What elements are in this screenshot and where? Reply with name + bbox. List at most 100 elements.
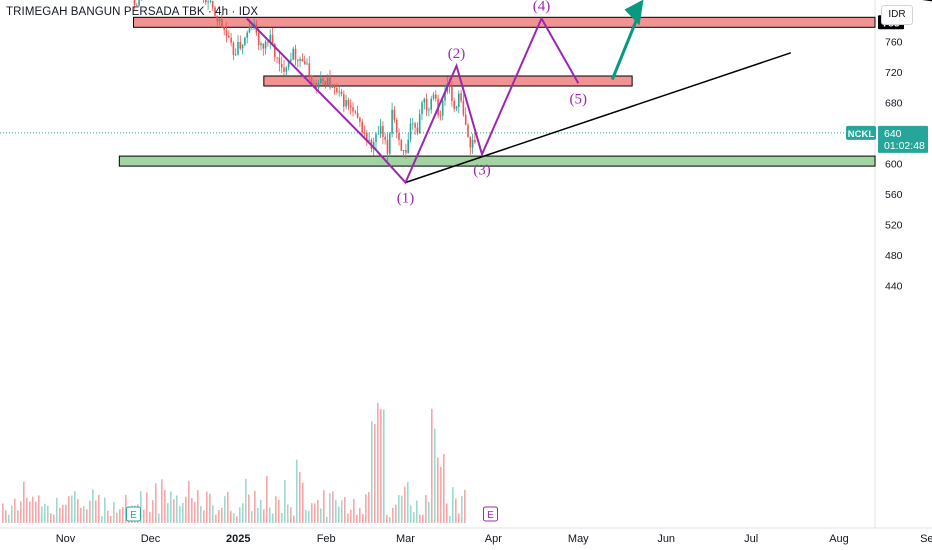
candle-body bbox=[384, 136, 386, 140]
candle-body bbox=[133, 0, 136, 5]
volume-bar bbox=[296, 459, 298, 523]
candle-body bbox=[234, 54, 237, 56]
volume-bar bbox=[362, 514, 364, 523]
forecast-arrow-shaft[interactable] bbox=[610, 11, 641, 81]
volume-bar bbox=[50, 513, 52, 523]
volume-bar bbox=[458, 513, 460, 523]
candle-body bbox=[428, 109, 430, 111]
volume-bar bbox=[158, 513, 160, 523]
volume-bar bbox=[377, 403, 379, 523]
volume-bar bbox=[242, 503, 244, 523]
volume-bar bbox=[122, 507, 124, 523]
volume-bar bbox=[341, 500, 343, 523]
volume-bar bbox=[281, 513, 283, 523]
volume-bar bbox=[68, 496, 70, 523]
candle-body bbox=[451, 87, 453, 101]
volume-bar bbox=[113, 502, 115, 523]
wave-label-2: (2) bbox=[448, 46, 466, 62]
volume-bar bbox=[431, 408, 433, 523]
volume-bar bbox=[398, 495, 400, 523]
volume-bar bbox=[65, 504, 67, 523]
volume-bar bbox=[365, 494, 367, 523]
volume-bar bbox=[443, 454, 445, 523]
volume-bar bbox=[449, 516, 451, 523]
candle-body bbox=[391, 109, 393, 134]
candle-body bbox=[366, 132, 368, 141]
volume-bar bbox=[353, 499, 355, 523]
volume-bar bbox=[5, 510, 7, 523]
volume-bar bbox=[320, 508, 322, 523]
candle-body bbox=[274, 44, 276, 58]
earnings-marker-1[interactable] bbox=[483, 506, 498, 522]
volume-bar bbox=[218, 510, 220, 523]
x-tick-label: Dec bbox=[141, 533, 161, 545]
volume-bar bbox=[359, 507, 361, 523]
y-tick-label: 760 bbox=[885, 36, 903, 48]
candle-body bbox=[414, 123, 416, 128]
symbol-tag bbox=[846, 125, 876, 140]
volume-bar bbox=[80, 507, 82, 523]
volume-bar bbox=[254, 490, 256, 523]
volume-bar bbox=[107, 510, 109, 523]
candle-body bbox=[209, 1, 212, 2]
volume-bar bbox=[167, 503, 169, 523]
candle-body bbox=[398, 133, 400, 140]
volume-bar bbox=[161, 479, 163, 523]
x-tick-label: Se bbox=[920, 533, 932, 545]
x-tick-label: Aug bbox=[829, 533, 849, 545]
candle-body bbox=[395, 119, 398, 133]
y-tick-label: 720 bbox=[885, 67, 903, 79]
candle-body bbox=[241, 45, 244, 49]
volume-bar bbox=[308, 511, 310, 523]
volume-bar bbox=[191, 498, 193, 523]
candle-body bbox=[267, 41, 269, 43]
candle-body bbox=[251, 26, 253, 27]
candle-body bbox=[322, 78, 324, 81]
volume-bar bbox=[194, 502, 196, 523]
candle-body bbox=[430, 98, 432, 110]
volume-bar bbox=[326, 516, 328, 523]
earnings-marker-0[interactable] bbox=[126, 506, 141, 522]
level-zone-3[interactable] bbox=[118, 155, 876, 167]
candle-body bbox=[221, 18, 223, 28]
candle-body bbox=[432, 94, 435, 99]
candle-body bbox=[326, 77, 329, 86]
candle-body bbox=[379, 126, 382, 134]
candle-body bbox=[336, 88, 338, 93]
volume-bar bbox=[419, 514, 421, 523]
candle-body bbox=[474, 139, 476, 143]
candle-body bbox=[331, 84, 334, 88]
volume-bar bbox=[356, 514, 358, 523]
volume-bar bbox=[101, 516, 103, 523]
candle-body bbox=[329, 77, 331, 88]
volume-bar bbox=[263, 509, 265, 523]
volume-bar bbox=[260, 499, 262, 523]
volume-bar bbox=[215, 514, 217, 523]
level-zone-1[interactable] bbox=[133, 16, 876, 28]
forecast-arrow-head[interactable] bbox=[624, 0, 644, 26]
candle-body bbox=[382, 126, 384, 137]
volume-bar bbox=[83, 506, 85, 523]
volume-bar bbox=[368, 492, 370, 523]
volume-bar bbox=[23, 481, 25, 523]
candle-body bbox=[349, 105, 352, 108]
y-tick-label: 560 bbox=[885, 189, 903, 201]
trendline-1[interactable] bbox=[405, 52, 792, 184]
volume-bar bbox=[284, 480, 286, 523]
currency-selector[interactable]: IDR bbox=[881, 5, 913, 25]
volume-bar bbox=[35, 501, 37, 523]
volume-bar bbox=[455, 498, 457, 523]
volume-bar bbox=[95, 500, 97, 523]
candle-body bbox=[285, 67, 288, 72]
candle-body bbox=[216, 15, 219, 22]
y-tick-label: 680 bbox=[885, 97, 903, 109]
candle-body bbox=[400, 139, 403, 151]
elliott-wave-path[interactable] bbox=[246, 16, 580, 185]
candle-body bbox=[248, 26, 251, 33]
wave-label-4: (4) bbox=[533, 0, 551, 15]
volume-bar bbox=[53, 514, 55, 523]
volume-bar bbox=[41, 506, 43, 523]
candle-body bbox=[308, 63, 311, 76]
candle-body bbox=[345, 100, 347, 107]
